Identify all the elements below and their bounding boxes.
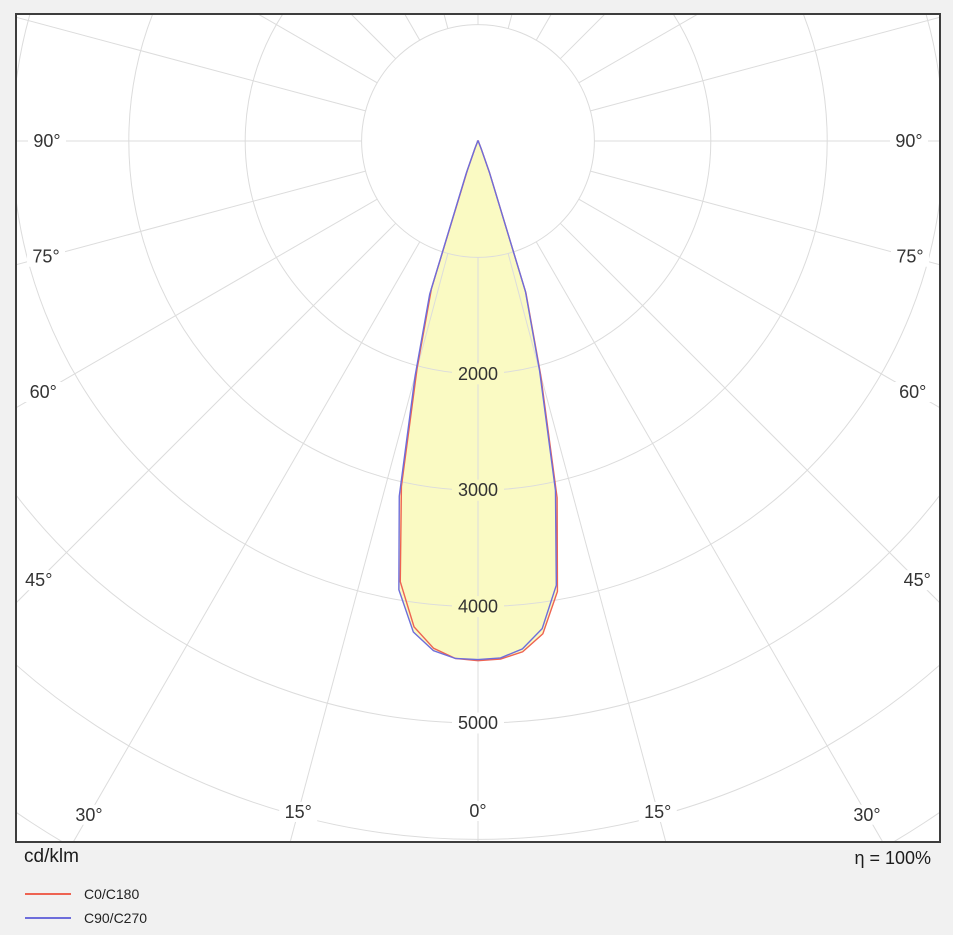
svg-text:5000: 5000 bbox=[458, 713, 498, 733]
legend-item-c90: C90/C270 bbox=[25, 906, 147, 930]
legend-item-c0: C0/C180 bbox=[25, 882, 147, 906]
svg-text:15°: 15° bbox=[644, 802, 671, 822]
svg-text:0°: 0° bbox=[469, 801, 486, 821]
legend-label-c0: C0/C180 bbox=[84, 886, 140, 902]
svg-text:45°: 45° bbox=[25, 570, 52, 590]
svg-text:75°: 75° bbox=[32, 247, 59, 267]
svg-text:30°: 30° bbox=[75, 805, 102, 825]
legend-label-c90: C90/C270 bbox=[84, 910, 148, 926]
svg-text:3000: 3000 bbox=[458, 480, 498, 500]
legend-line-c0-icon bbox=[25, 893, 71, 895]
svg-text:60°: 60° bbox=[899, 382, 926, 402]
polar-chart-frame: 2000 3000 4000 5000 0° 15° 15° 30° 30° 45° 45° 60° 6… bbox=[15, 13, 941, 843]
svg-text:30°: 30° bbox=[853, 805, 880, 825]
svg-text:15°: 15° bbox=[285, 802, 312, 822]
svg-text:2000: 2000 bbox=[458, 364, 498, 384]
svg-text:75°: 75° bbox=[896, 247, 923, 267]
svg-text:90°: 90° bbox=[895, 131, 922, 151]
efficiency-label: η = 100% bbox=[854, 848, 931, 868]
svg-text:60°: 60° bbox=[30, 382, 57, 402]
unit-label: cd/klm bbox=[24, 846, 79, 867]
svg-text:45°: 45° bbox=[904, 570, 931, 590]
polar-chart-svg: 2000 3000 4000 5000 0° 15° 15° 30° 30° 45° 45° 60° 6… bbox=[17, 15, 939, 841]
svg-text:4000: 4000 bbox=[458, 597, 498, 617]
svg-text:90°: 90° bbox=[33, 131, 60, 151]
legend: C0/C180 C90/C270 bbox=[25, 882, 147, 930]
legend-line-c90-icon bbox=[25, 917, 71, 919]
